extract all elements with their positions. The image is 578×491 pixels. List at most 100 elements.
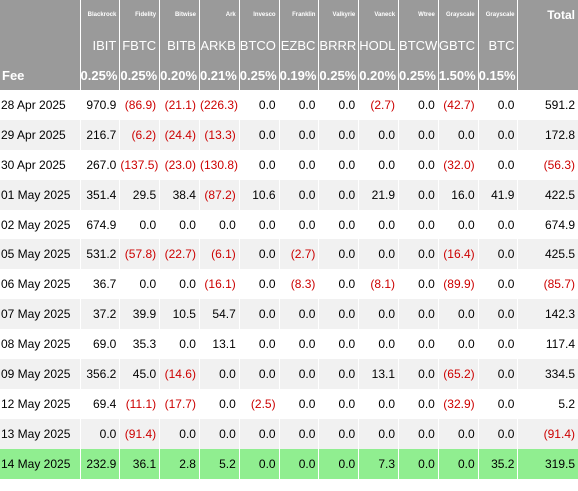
table-row: 06 May 2025 36.7 0.0 0.0 (16.1) 0.0 (8.3) 0.0 (8… [0, 269, 578, 300]
flow-cell: 10.6 [238, 179, 280, 210]
issuer-header: Grayscale [437, 0, 479, 30]
flow-cell: 10.5 [159, 299, 200, 330]
fee-value: 1.50% [437, 60, 479, 90]
date-cell: 06 May 2025 [1, 277, 71, 292]
flow-cell: 0.0 [278, 90, 319, 120]
flow-cell: 54.7 [198, 299, 240, 330]
flow-cell: (16.1) [198, 269, 240, 300]
flow-cell: 0.0 [318, 448, 359, 479]
flow-cell: 0.0 [318, 269, 359, 300]
flow-cell: 0.0 [318, 388, 359, 419]
flow-cell: (226.3) [198, 90, 240, 120]
flow-cell: (32.0) [437, 149, 479, 180]
table-row: 13 May 2025 0.0 (91.4) 0.0 0.0 0.0 0.0 0.0 0.0 0.… [0, 418, 578, 449]
flow-cell: 0.0 [318, 239, 359, 270]
flow-cell: 970.9 [79, 90, 120, 120]
ticker-header: HODL [358, 30, 399, 60]
flow-cell: (8.3) [278, 269, 319, 300]
flow-cell: 0.0 [159, 329, 200, 360]
issuer-header: Ark [198, 0, 240, 30]
flow-cell: (86.9) [119, 90, 160, 120]
flow-cell: 674.9 [79, 209, 120, 240]
fee-value: 0.15% [477, 60, 518, 90]
table-row: 29 Apr 2025 216.7 (6.2) (24.4) (13.3) 0.0 0.0 0… [0, 119, 578, 150]
fee-value: 0.25% [79, 60, 120, 90]
ticker-header: BTCW [398, 30, 439, 60]
flow-cell: 0.0 [477, 90, 518, 120]
fee-value: 0.21% [198, 60, 240, 90]
flow-cell: 531.2 [79, 239, 120, 270]
flow-cell: (6.2) [119, 119, 160, 150]
flow-cell: 0.0 [238, 359, 280, 389]
fee-value: 0.25% [119, 60, 160, 90]
flow-cell: 36.7 [79, 269, 120, 300]
table-row: 12 May 2025 69.4 (11.1) (17.7) 0.0 (2.5) 0.0 0.… [0, 388, 578, 419]
flow-cell: 36.1 [119, 448, 160, 479]
table-row: 05 May 2025 531.2 (57.8) (22.7) (6.1) 0.0 (2.7… [0, 239, 578, 270]
flow-cell: 0.0 [318, 329, 359, 360]
flow-cell: 0.0 [278, 359, 319, 389]
flow-cell: 0.0 [238, 269, 280, 300]
flow-cell: 0.0 [318, 359, 359, 389]
issuer-header: Bitwise [159, 0, 200, 30]
flow-cell: 0.0 [278, 448, 319, 479]
flow-cell: 39.9 [119, 299, 160, 330]
flow-cell: (57.8) [119, 239, 160, 270]
issuer-header: Franklin [278, 0, 319, 30]
flow-cell: 0.0 [318, 179, 359, 210]
date-cell: 01 May 2025 [1, 187, 71, 202]
flow-cell: 0.0 [278, 209, 319, 240]
flow-cell: 0.0 [119, 209, 160, 240]
ticker-header: BITB [159, 30, 200, 60]
flow-cell: 0.0 [398, 299, 439, 330]
flow-cell: (2.5) [238, 388, 280, 419]
flow-cell: 0.0 [437, 418, 479, 449]
flow-cell: 0.0 [477, 359, 518, 389]
flow-cell: 0.0 [238, 448, 280, 479]
flow-cell: (87.2) [198, 179, 240, 210]
date-cell: 07 May 2025 [1, 307, 71, 322]
ticker-header: BRRR [318, 30, 359, 60]
flow-cell: (2.7) [358, 90, 399, 120]
flow-cell: 356.2 [79, 359, 120, 389]
ticker-header: GBTC [437, 30, 479, 60]
flow-cell: (11.1) [119, 388, 160, 419]
ticker-row: IBIT FBTC BITB ARKB BTCO EZBC BRRR HODL BTCW GBTC… [0, 30, 578, 60]
ticker-header: IBIT [79, 30, 120, 60]
flow-cell: 0.0 [358, 329, 399, 360]
flow-cell: (23.0) [159, 149, 200, 180]
flow-cell: (22.7) [159, 239, 200, 270]
total-cell: 674.9 [517, 209, 578, 240]
flow-cell: 0.0 [318, 418, 359, 449]
flow-cell: 0.0 [238, 329, 280, 360]
flow-cell: 232.9 [79, 448, 120, 479]
flow-cell: 0.0 [318, 119, 359, 150]
flow-cell: 0.0 [398, 359, 439, 389]
fee-row: Fee 0.25% 0.25% 0.20% 0.21% 0.25% 0.19% 0.25% 0… [0, 60, 578, 90]
flow-cell: 0.0 [278, 149, 319, 180]
flow-cell: 0.0 [318, 90, 359, 120]
flow-cell: 0.0 [398, 149, 439, 180]
flow-cell: 7.3 [358, 448, 399, 479]
flow-cell: 0.0 [278, 179, 319, 210]
flow-cell: 0.0 [238, 299, 280, 330]
fee-value: 0.25% [318, 60, 359, 90]
flow-cell: 0.0 [358, 119, 399, 150]
table-row: 07 May 2025 37.2 39.9 10.5 54.7 0.0 0.0 0.0 0.0 0… [0, 299, 578, 330]
issuer-header: Valkyrie [318, 0, 359, 30]
flow-cell: 0.0 [198, 388, 240, 419]
flow-cell: 13.1 [198, 329, 240, 360]
issuer-header: Vaneck [358, 0, 399, 30]
flow-cell: 0.0 [398, 388, 439, 419]
flow-cell: (24.4) [159, 119, 200, 150]
flow-cell: (42.7) [437, 90, 479, 120]
flow-cell: (13.3) [198, 119, 240, 150]
flow-cell: 0.0 [119, 269, 160, 300]
flow-cell: 0.0 [358, 239, 399, 270]
flow-cell: 45.0 [119, 359, 160, 389]
ticker-header: ARKB [198, 30, 240, 60]
flow-cell: (6.1) [198, 239, 240, 270]
flow-cell: 0.0 [358, 149, 399, 180]
total-cell: 319.5 [517, 448, 578, 479]
total-cell: (85.7) [517, 269, 578, 300]
